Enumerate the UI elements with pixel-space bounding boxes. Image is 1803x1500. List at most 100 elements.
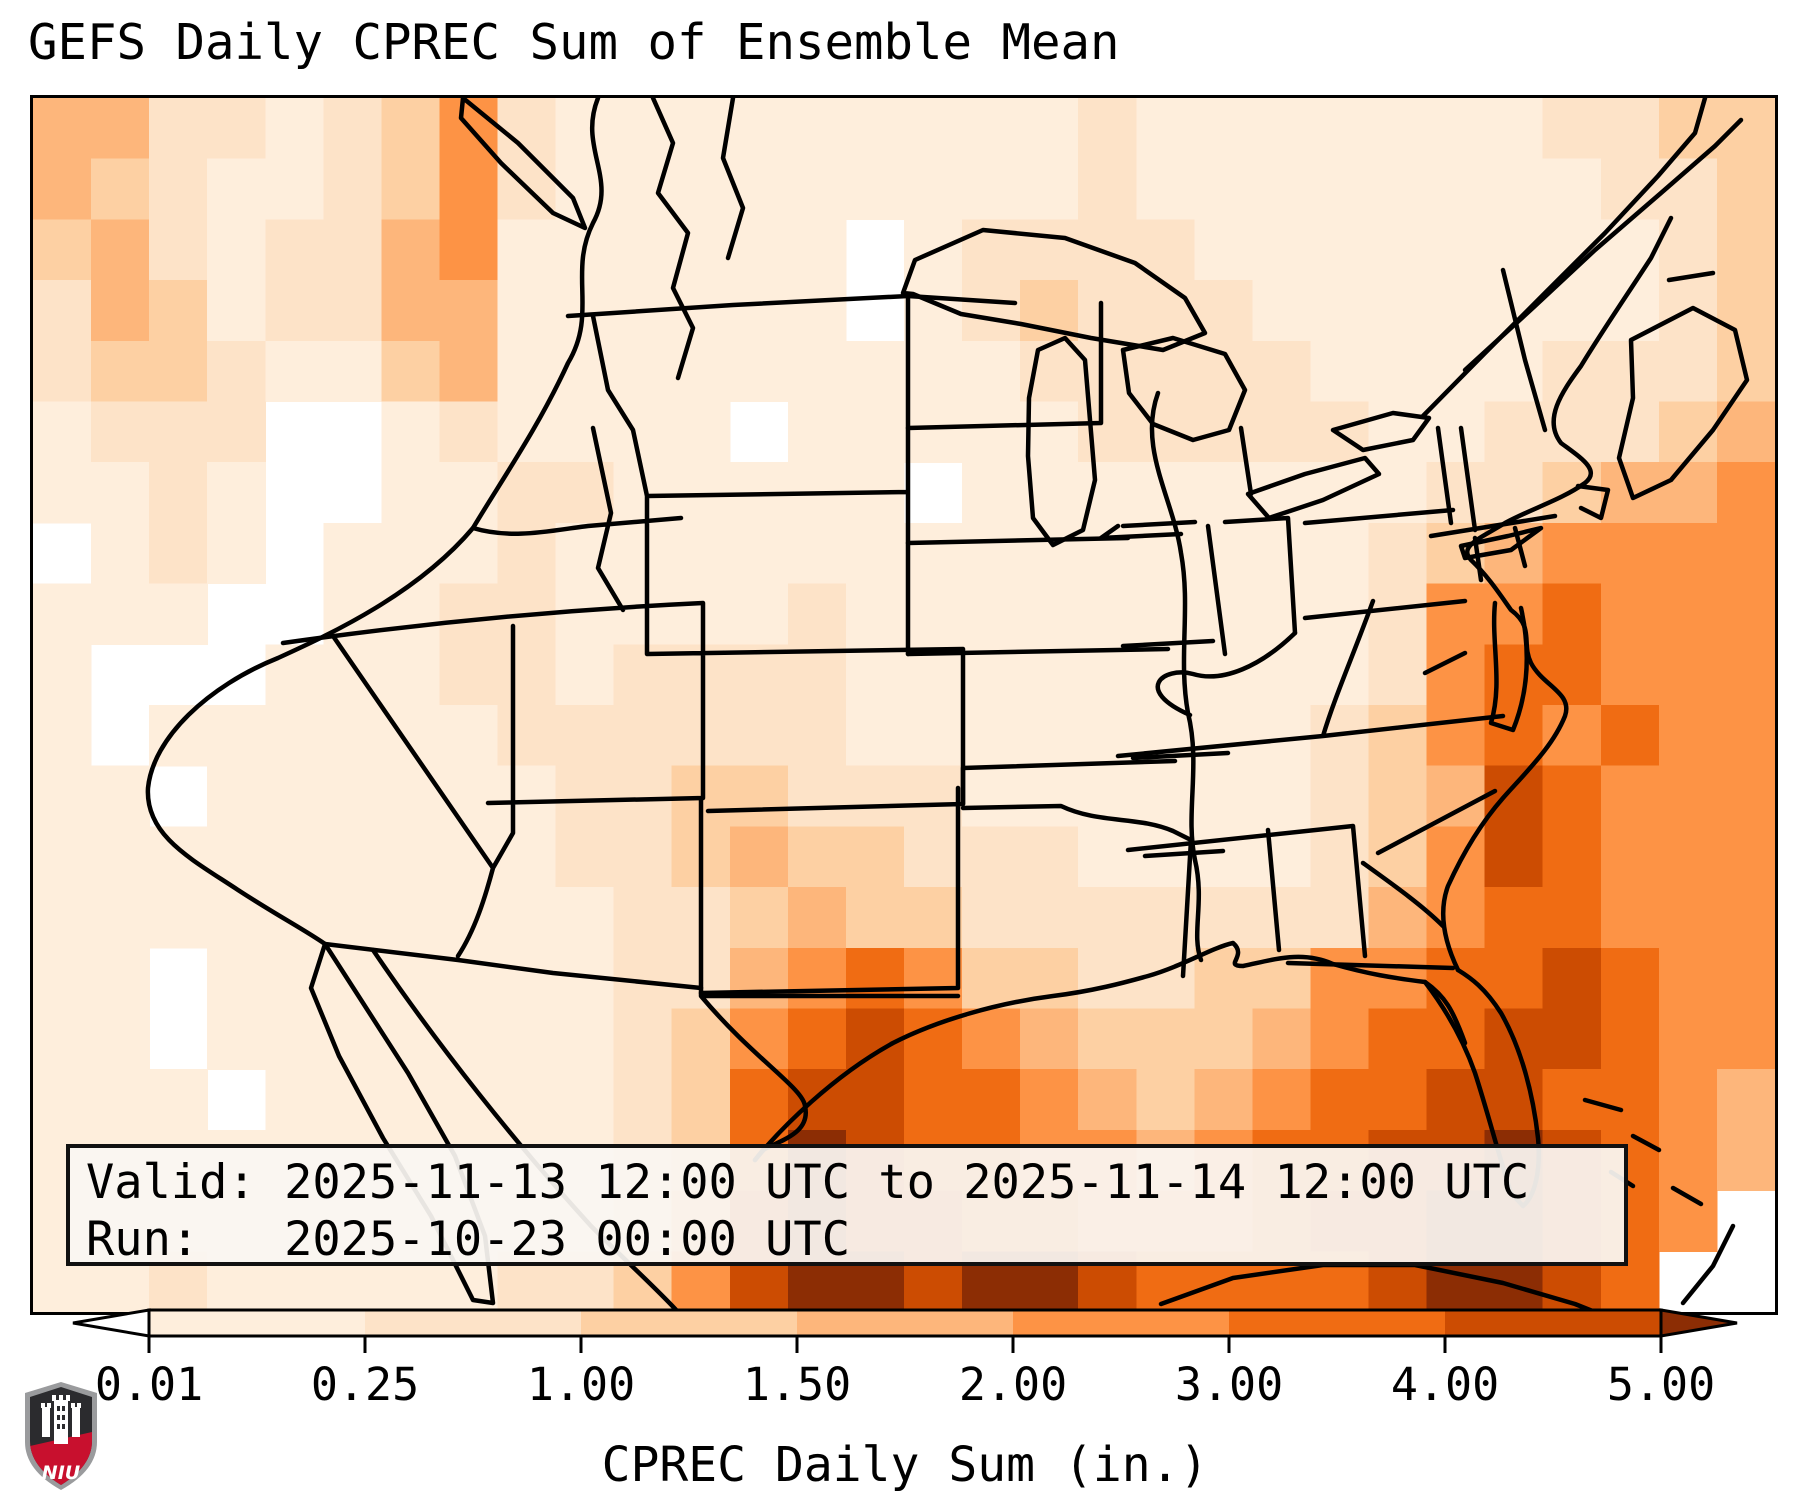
precip-grid-cell [613, 98, 673, 160]
precip-grid-cell [729, 705, 789, 767]
precip-grid-cell [1020, 219, 1079, 281]
precip-grid-cell [1484, 826, 1544, 888]
st-lawrence-north-shore [1462, 117, 1744, 373]
precip-grid-cell [555, 280, 615, 342]
precip-grid-cell [1078, 826, 1137, 888]
nova-scotia-icon [1616, 305, 1750, 501]
precip-grid-cell [787, 158, 847, 220]
colorbar-segment [1229, 1310, 1446, 1336]
precip-grid-cell [555, 583, 615, 645]
colorbar-segment [149, 1310, 366, 1336]
precip-grid-cell [323, 826, 382, 888]
precip-grid-cell [1716, 765, 1775, 827]
precip-grid-cell [149, 826, 208, 888]
precip-grid-cell [1658, 583, 1718, 645]
precip-grid-cell [1426, 98, 1486, 160]
precip-grid-cell [33, 947, 92, 1010]
precip-grid-cell [1078, 1008, 1137, 1070]
lake-ontario-icon [1330, 410, 1432, 453]
precip-grid-cell [1716, 280, 1775, 342]
precip-grid-cell [729, 947, 789, 1010]
precip-grid-cell [962, 98, 1021, 160]
precip-grid-cell [671, 522, 731, 585]
precip-grid-cell [1078, 219, 1137, 281]
precip-grid-cell [1600, 887, 1660, 949]
new-england-borders [1428, 267, 1558, 583]
precip-grid-cell [1078, 158, 1137, 220]
precip-grid-cell [555, 1008, 615, 1070]
precip-grid-cell [1368, 887, 1428, 949]
precip-grid-cell [555, 705, 615, 767]
precip-grid-cell [1542, 583, 1602, 645]
precip-grid-cell [381, 401, 441, 463]
niu-castle-windows [57, 1406, 65, 1429]
precip-grid-cell [962, 340, 1021, 403]
precip-grid-cell [265, 98, 324, 160]
precip-grid-cell [555, 765, 615, 827]
precip-grid-cell [729, 280, 789, 342]
precip-grid-cell [904, 98, 963, 160]
precip-grid-cell [1136, 1069, 1195, 1131]
precip-grid-cell [1600, 98, 1660, 160]
precip-grid-cell [1426, 765, 1486, 827]
precip-grid-cell [149, 219, 208, 281]
precip-grid-cell [1716, 887, 1775, 949]
precip-grid-cell [439, 401, 499, 463]
precip-grid-cell [497, 705, 557, 767]
colorbar-segment [797, 1310, 1014, 1336]
precip-grid-cell [1252, 158, 1312, 220]
precip-grid-cell [904, 765, 963, 827]
precip-grid-cell [962, 1008, 1021, 1070]
precip-grid-cell [904, 947, 963, 1010]
precip-grid-cell [323, 705, 382, 767]
precip-grid-cell [265, 765, 324, 827]
precip-grid-cell [1194, 1008, 1253, 1070]
precip-grid-cell [1310, 765, 1370, 827]
precip-grid-cell [904, 522, 963, 585]
precip-grid-cell [904, 401, 963, 463]
precip-grid-cell [671, 98, 731, 160]
precip-grid-cell [323, 219, 382, 281]
precip-grid-cell [497, 1069, 557, 1131]
precip-grid-cell [265, 280, 324, 342]
precip-grid-cell [1716, 1069, 1775, 1131]
precip-grid-cell [149, 401, 208, 463]
colorbar-over-arrow [1659, 1308, 1738, 1338]
precip-grid-cell [962, 765, 1021, 827]
precip-grid-cell [1426, 705, 1486, 767]
precip-grid-cell [149, 340, 208, 403]
precip-grid-cell [613, 826, 673, 888]
precip-grid-cell [1310, 947, 1370, 1010]
precip-grid-cell [729, 219, 789, 281]
precip-grid-cell [613, 522, 673, 585]
precip-grid-cell [1252, 401, 1312, 463]
precip-grid-cell [962, 522, 1021, 585]
colorbar-segment [581, 1310, 798, 1336]
precip-grid-cell [1252, 887, 1312, 949]
precip-grid-cell [729, 340, 789, 403]
precip-grid-cell [91, 462, 150, 524]
precip-grid-cell [1600, 947, 1660, 1010]
precip-grid-cell [207, 1008, 266, 1070]
precip-grid-cell [1484, 98, 1544, 160]
precip-grid-cell [787, 401, 847, 463]
precip-grid-cell [1136, 522, 1195, 585]
precip-grid-cell [1368, 765, 1428, 827]
precip-grid-cell [1020, 705, 1079, 767]
precip-grid-cell [1658, 1008, 1718, 1070]
precip-grid-cell [33, 583, 92, 645]
precip-grid-cell [265, 705, 324, 767]
canada-border [565, 293, 1018, 319]
precip-grid-cell [787, 705, 847, 767]
precip-grid-cell [91, 583, 150, 645]
precip-grid-cell [33, 1008, 92, 1070]
precip-grid-cell [729, 1069, 789, 1131]
valid-time-text: Valid: 2025-11-13 12:00 UTC to 2025-11-1… [86, 1155, 1530, 1210]
precip-grid-cell [1368, 98, 1428, 160]
midwest-state-borders [1098, 515, 1298, 859]
precip-grid-cell [1658, 947, 1718, 1010]
precip-grid-cell [845, 947, 905, 1010]
precip-grid-cell [439, 583, 499, 645]
precip-grid-cell [497, 340, 557, 403]
